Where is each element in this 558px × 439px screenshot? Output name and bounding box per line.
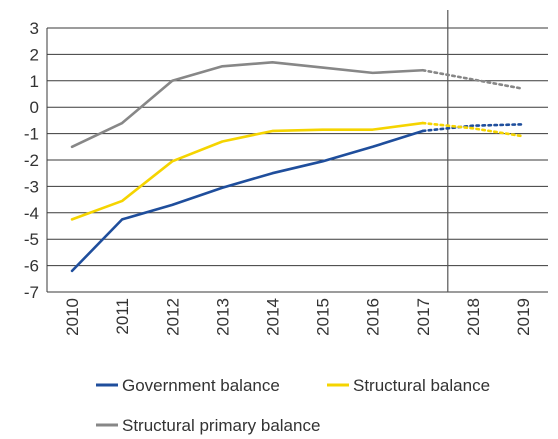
x-tick-label: 2016 [364, 298, 383, 336]
structural-primary-balance-point [171, 80, 174, 83]
government-balance-point [522, 123, 525, 126]
x-tick-label: 2012 [163, 298, 182, 336]
structural-balance-point [121, 200, 124, 203]
x-tick-label: 2014 [263, 298, 282, 336]
government-balance-point [121, 218, 124, 221]
government-balance-point [371, 146, 374, 149]
y-tick-label: -2 [24, 151, 39, 170]
gridlines [47, 27, 548, 293]
structural-balance-point [171, 160, 174, 163]
x-tick-label: 2019 [514, 298, 533, 336]
structural-primary-balance-point [121, 122, 124, 125]
y-tick-label: 1 [30, 72, 39, 91]
legend: Government balance Structural balance Stru… [96, 376, 490, 435]
x-tick-label: 2011 [113, 298, 132, 335]
y-tick-label: -6 [24, 257, 39, 276]
structural-balance-point [321, 128, 324, 131]
structural-primary-balance-point [371, 72, 374, 75]
structural-primary-balance-projection-line [421, 68, 525, 91]
government-balance-point [171, 204, 174, 207]
structural-balance-legend-label: Structural balance [353, 376, 490, 395]
structural-primary-balance-point [522, 87, 525, 90]
government-balance-point [221, 186, 224, 189]
structural-balance-point [522, 135, 525, 138]
x-tick-label: 2010 [63, 298, 82, 336]
structural-primary-balance-point [271, 61, 274, 64]
y-tick-label: 2 [30, 45, 39, 64]
government-balance-point [321, 160, 324, 163]
structural-balance-point [71, 218, 74, 221]
structural-balance-point [421, 122, 424, 125]
series-lines [70, 61, 525, 273]
structural-primary-balance-point [421, 69, 424, 72]
y-tick-label: -4 [24, 204, 39, 223]
structural-primary-balance-legend-label: Structural primary balance [122, 416, 320, 435]
structural-primary-balance-point [472, 78, 475, 81]
structural-primary-balance-line [70, 61, 425, 149]
structural-balance-projection-line [421, 121, 525, 138]
axes: 3 2 1 0 -1 -2 -3 -4 -5 -6 -7 2010 2011 2012 2013 2014 20… [24, 10, 533, 336]
structural-primary-balance-point [321, 66, 324, 69]
government-balance-point [71, 270, 74, 273]
structural-balance-point [371, 128, 374, 131]
x-tick-label: 2017 [414, 298, 433, 336]
structural-balance-point [472, 127, 475, 130]
government-balance-projection-line [421, 123, 525, 133]
y-tick-label: -3 [24, 177, 39, 196]
x-tick-label: 2013 [213, 298, 232, 336]
structural-balance-line [70, 121, 425, 221]
structural-primary-balance-point [221, 65, 224, 68]
structural-primary-balance-point [71, 146, 74, 149]
x-tick-label: 2015 [314, 298, 333, 336]
government-balance-line [70, 129, 425, 273]
government-balance-point [271, 172, 274, 175]
y-tick-label: 3 [30, 19, 39, 38]
y-tick-label: -7 [24, 283, 39, 302]
x-tick-label: 2018 [464, 298, 483, 336]
government-balance-point [472, 124, 475, 127]
government-balance-point [421, 130, 424, 133]
government-balance-legend-label: Government balance [122, 376, 280, 395]
y-tick-label: -5 [24, 230, 39, 249]
structural-balance-point [221, 140, 224, 143]
structural-balance-point [271, 130, 274, 133]
y-tick-label: 0 [30, 98, 39, 117]
y-tick-label: -1 [24, 125, 39, 144]
